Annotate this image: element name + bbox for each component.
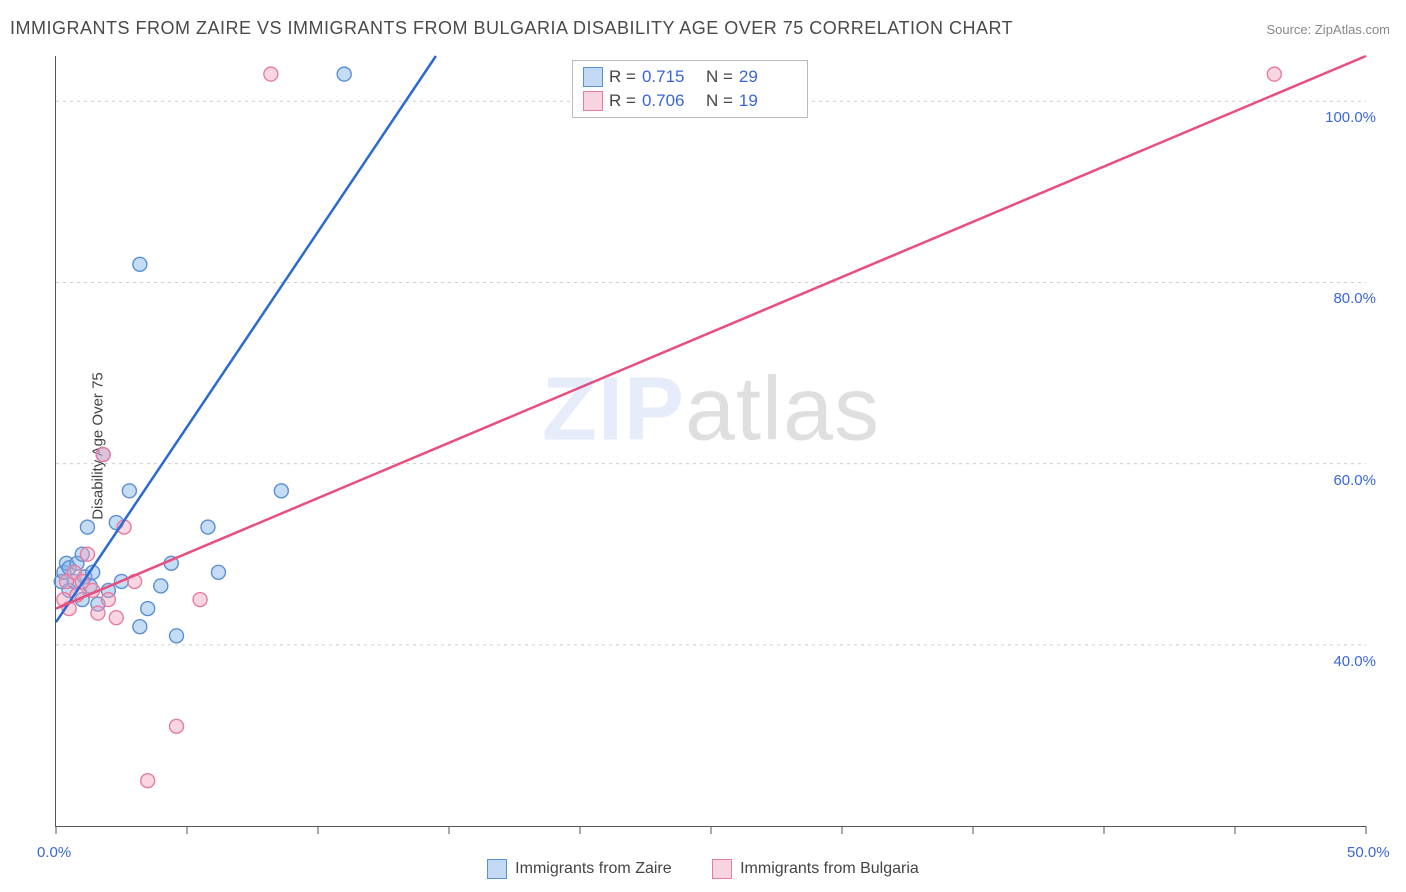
- plot-area: ZIPatlas: [55, 56, 1366, 827]
- legend-item-bulgaria: Immigrants from Bulgaria: [712, 859, 919, 879]
- legend-stats-row-zaire: R = 0.715 N = 29: [583, 65, 797, 89]
- y-tick-label: 100.0%: [1325, 109, 1376, 126]
- y-tick-label: 60.0%: [1333, 472, 1376, 489]
- swatch-blue: [583, 67, 603, 87]
- y-tick-label: 40.0%: [1333, 653, 1376, 670]
- plot-svg: [56, 56, 1366, 826]
- legend-stats: R = 0.715 N = 29 R = 0.706 N = 19: [572, 60, 808, 118]
- swatch-pink: [583, 91, 603, 111]
- chart-title: IMMIGRANTS FROM ZAIRE VS IMMIGRANTS FROM…: [10, 18, 1013, 39]
- source-attribution: Source: ZipAtlas.com: [1266, 22, 1390, 37]
- swatch-blue: [487, 859, 507, 879]
- legend-stats-row-bulgaria: R = 0.706 N = 19: [583, 89, 797, 113]
- legend-series: Immigrants from Zaire Immigrants from Bu…: [0, 859, 1406, 884]
- legend-item-zaire: Immigrants from Zaire: [487, 859, 671, 879]
- correlation-chart: IMMIGRANTS FROM ZAIRE VS IMMIGRANTS FROM…: [0, 0, 1406, 892]
- swatch-pink: [712, 859, 732, 879]
- y-tick-label: 80.0%: [1333, 290, 1376, 307]
